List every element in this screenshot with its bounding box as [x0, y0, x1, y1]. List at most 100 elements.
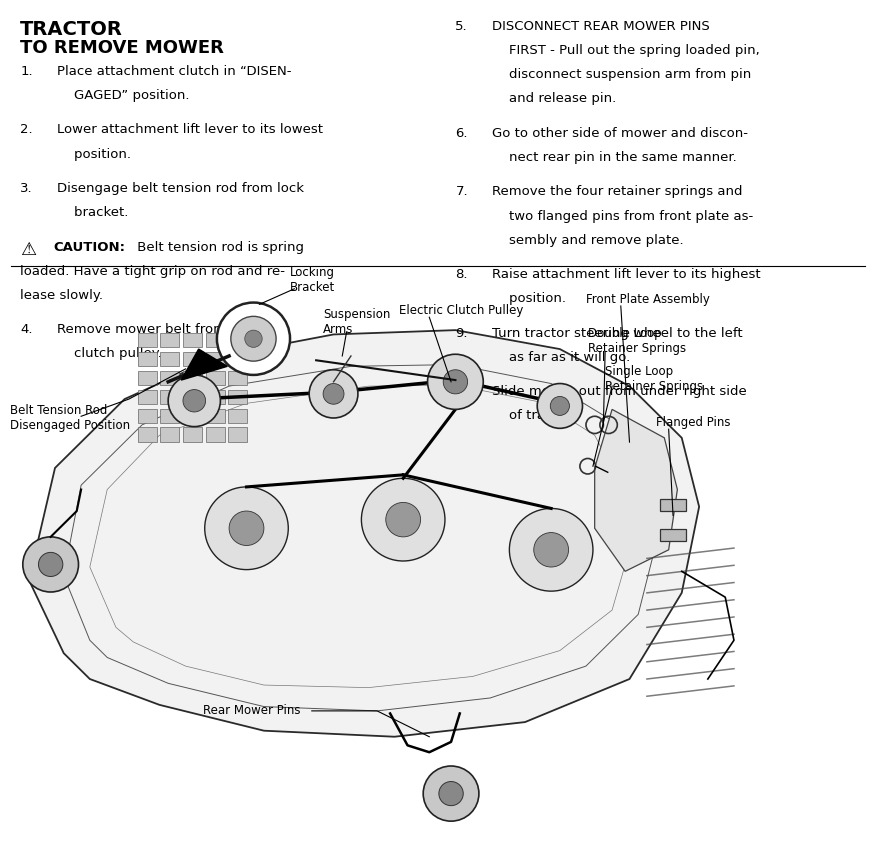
Text: 7.: 7.	[456, 186, 468, 199]
Circle shape	[509, 508, 593, 591]
Circle shape	[443, 369, 468, 394]
FancyBboxPatch shape	[138, 408, 157, 423]
Text: DISCONNECT REAR MOWER PINS: DISCONNECT REAR MOWER PINS	[492, 20, 710, 33]
Text: FIRST - Pull out the spring loaded pin,: FIRST - Pull out the spring loaded pin,	[492, 44, 759, 57]
Text: 9.: 9.	[456, 327, 468, 340]
FancyBboxPatch shape	[183, 427, 202, 442]
Text: sembly and remove plate.: sembly and remove plate.	[492, 233, 683, 246]
Text: Go to other side of mower and discon-: Go to other side of mower and discon-	[492, 127, 748, 140]
Text: nect rear pin in the same manner.: nect rear pin in the same manner.	[492, 151, 737, 164]
Circle shape	[385, 502, 420, 537]
Text: position.: position.	[492, 292, 566, 305]
Text: Lower attachment lift lever to its lowest: Lower attachment lift lever to its lowes…	[57, 123, 322, 136]
Text: Belt tension rod is spring: Belt tension rod is spring	[133, 240, 304, 253]
FancyBboxPatch shape	[160, 408, 180, 423]
Text: Double Loop
Retainer Springs: Double Loop Retainer Springs	[588, 328, 686, 355]
Circle shape	[168, 375, 221, 427]
Polygon shape	[181, 349, 228, 380]
Text: Suspension
Arms: Suspension Arms	[323, 308, 391, 336]
Circle shape	[183, 389, 206, 412]
Text: clutch pulley.: clutch pulley.	[57, 348, 161, 361]
Circle shape	[231, 316, 276, 362]
Text: 5.: 5.	[456, 20, 468, 33]
Circle shape	[362, 479, 445, 561]
FancyBboxPatch shape	[160, 333, 180, 348]
Circle shape	[309, 369, 358, 418]
Text: loaded. Have a tight grip on rod and re-: loaded. Have a tight grip on rod and re-	[20, 264, 286, 277]
Circle shape	[217, 303, 290, 375]
Text: Remove mower belt from electric: Remove mower belt from electric	[57, 323, 279, 336]
Text: position.: position.	[57, 147, 131, 160]
Circle shape	[39, 552, 63, 577]
FancyBboxPatch shape	[138, 427, 157, 442]
Text: Raise attachment lift lever to its highest: Raise attachment lift lever to its highe…	[492, 268, 760, 281]
Text: CAUTION:: CAUTION:	[53, 240, 125, 253]
FancyBboxPatch shape	[229, 427, 247, 442]
Text: as far as it will go.: as far as it will go.	[492, 351, 630, 364]
Text: two flanged pins from front plate as-: two flanged pins from front plate as-	[492, 210, 753, 223]
FancyBboxPatch shape	[138, 352, 157, 366]
FancyBboxPatch shape	[206, 370, 225, 385]
FancyBboxPatch shape	[206, 427, 225, 442]
Text: Remove the four retainer springs and: Remove the four retainer springs and	[492, 186, 743, 199]
Text: Flanged Pins: Flanged Pins	[655, 416, 730, 429]
Circle shape	[244, 330, 262, 348]
Text: Single Loop
Retainer Springs: Single Loop Retainer Springs	[605, 365, 703, 394]
Text: GAGED” position.: GAGED” position.	[57, 89, 189, 102]
FancyBboxPatch shape	[229, 389, 247, 404]
Circle shape	[230, 511, 264, 545]
Text: Electric Clutch Pulley: Electric Clutch Pulley	[399, 303, 523, 316]
Text: Turn tractor steering wheel to the left: Turn tractor steering wheel to the left	[492, 327, 743, 340]
Text: 2.: 2.	[20, 123, 32, 136]
Text: 02786: 02786	[427, 804, 454, 812]
Text: 10.: 10.	[456, 385, 477, 398]
FancyBboxPatch shape	[138, 389, 157, 404]
FancyBboxPatch shape	[160, 427, 180, 442]
FancyBboxPatch shape	[183, 352, 202, 366]
FancyBboxPatch shape	[160, 352, 180, 366]
FancyBboxPatch shape	[660, 499, 686, 511]
FancyBboxPatch shape	[160, 370, 180, 385]
Circle shape	[23, 537, 79, 592]
Circle shape	[550, 396, 569, 415]
Text: Slide mower out from under right side: Slide mower out from under right side	[492, 385, 746, 398]
FancyBboxPatch shape	[206, 333, 225, 348]
FancyBboxPatch shape	[138, 370, 157, 385]
Text: TRACTOR: TRACTOR	[20, 20, 123, 39]
Text: 1.: 1.	[20, 65, 32, 78]
Text: Belt Tension Rod
Disengaged Position: Belt Tension Rod Disengaged Position	[10, 404, 130, 432]
FancyBboxPatch shape	[183, 370, 202, 385]
Polygon shape	[595, 409, 677, 571]
FancyBboxPatch shape	[183, 408, 202, 423]
Text: Rear Mower Pins: Rear Mower Pins	[203, 704, 300, 717]
Polygon shape	[29, 330, 699, 737]
FancyBboxPatch shape	[183, 333, 202, 348]
FancyBboxPatch shape	[160, 389, 180, 404]
Text: bracket.: bracket.	[57, 206, 128, 219]
Text: 4.: 4.	[20, 323, 32, 336]
Circle shape	[423, 766, 479, 821]
Text: ⚠: ⚠	[20, 240, 36, 258]
FancyBboxPatch shape	[229, 352, 247, 366]
FancyBboxPatch shape	[206, 389, 225, 404]
Circle shape	[427, 355, 484, 409]
Text: 3.: 3.	[20, 182, 32, 195]
FancyBboxPatch shape	[229, 408, 247, 423]
FancyBboxPatch shape	[138, 333, 157, 348]
Circle shape	[439, 781, 463, 805]
Text: Front Plate Assembly: Front Plate Assembly	[586, 293, 710, 305]
Text: lease slowly.: lease slowly.	[20, 289, 103, 302]
Text: 6.: 6.	[456, 127, 468, 140]
Circle shape	[205, 487, 288, 570]
FancyBboxPatch shape	[183, 389, 202, 404]
Text: TO REMOVE MOWER: TO REMOVE MOWER	[20, 39, 224, 57]
Circle shape	[323, 383, 344, 404]
FancyBboxPatch shape	[660, 529, 686, 541]
Text: Disengage belt tension rod from lock: Disengage belt tension rod from lock	[57, 182, 304, 195]
Text: of tractor.: of tractor.	[492, 409, 574, 422]
FancyBboxPatch shape	[206, 352, 225, 366]
Text: Locking
Bracket: Locking Bracket	[290, 266, 336, 294]
FancyBboxPatch shape	[229, 370, 247, 385]
Text: and release pin.: and release pin.	[492, 93, 616, 106]
Text: 8.: 8.	[456, 268, 468, 281]
